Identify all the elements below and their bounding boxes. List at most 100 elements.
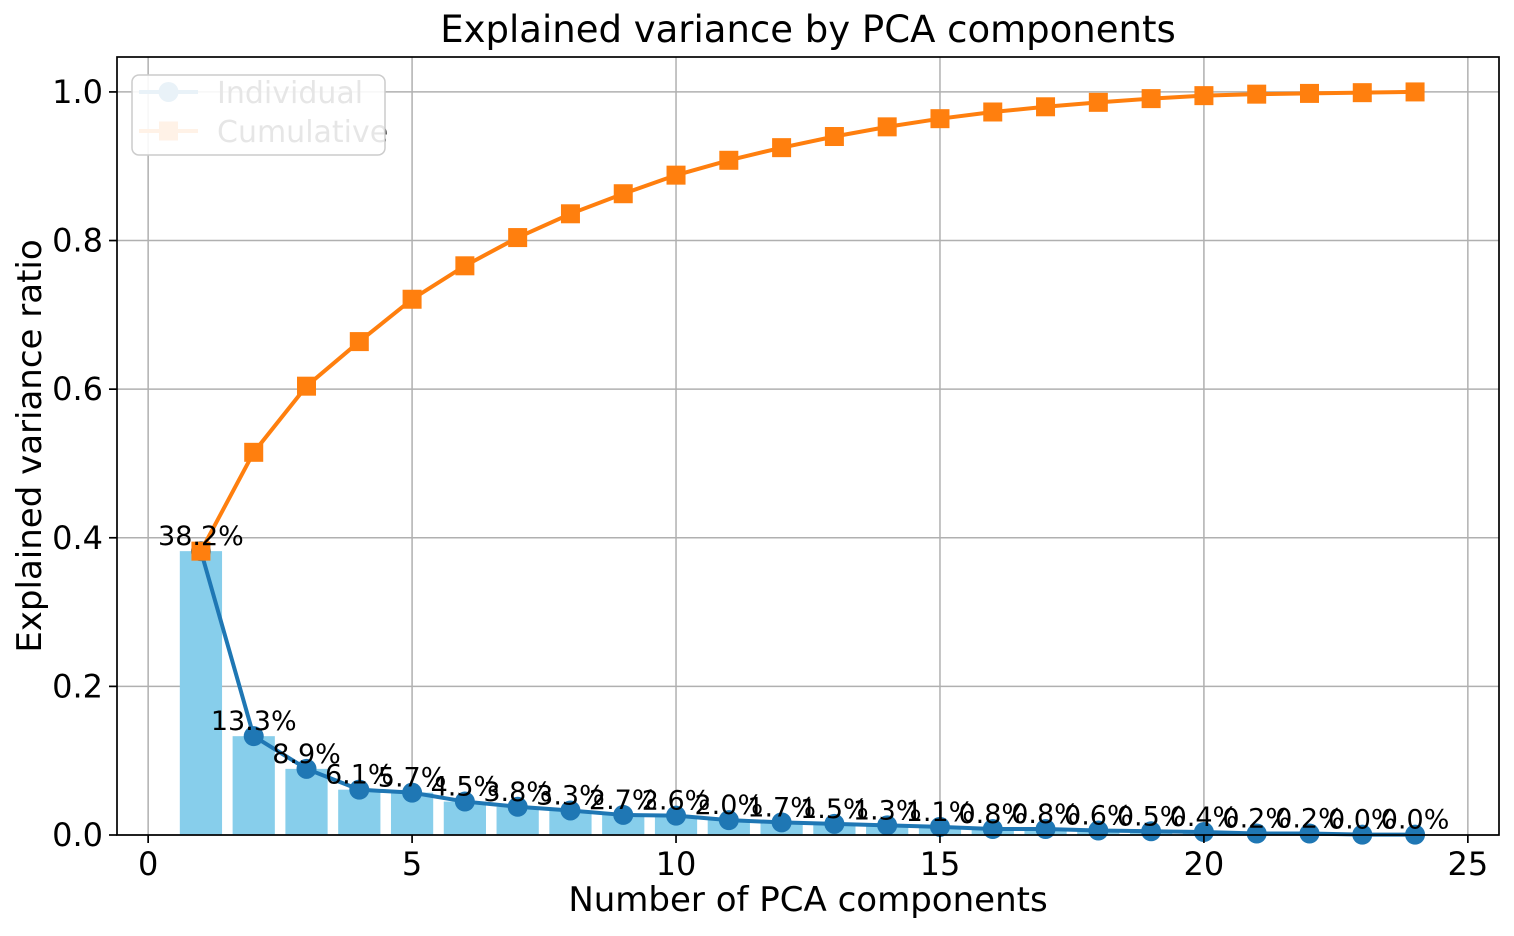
y-axis-tick-labels: 0.0 0.2 0.4 0.6 0.8 1.0 (52, 73, 103, 854)
bar-value-label: 0.5% (1117, 801, 1186, 832)
bar-value-label: 2.6% (642, 786, 711, 817)
cumulative-marker (877, 117, 897, 137)
bar-value-label: 0.8% (958, 799, 1027, 830)
individual-marker (718, 810, 739, 831)
plot-border (116, 56, 1500, 836)
cumulative-marker (930, 109, 950, 129)
individual-marker (507, 796, 528, 817)
bar-value-label: 6.1% (325, 760, 394, 791)
bar (179, 551, 223, 835)
individual-marker (1035, 819, 1056, 840)
individual-marker (771, 812, 792, 833)
individual-marker (613, 804, 634, 825)
chart-title: Explained variance by PCA components (440, 8, 1176, 51)
bar-value-label: 1.3% (853, 795, 922, 826)
bar-value-label: 4.5% (431, 772, 500, 803)
cumulative-marker (191, 541, 211, 561)
bar-value-label: 1.7% (747, 792, 816, 823)
y-axis-ticks (109, 91, 117, 836)
cumulative-marker (719, 150, 739, 170)
cumulative-marker (349, 332, 369, 352)
individual-marker (1193, 822, 1214, 843)
y-tick-label: 0.0 (52, 816, 103, 854)
x-axis-tick-labels: 0 5 10 15 20 25 (138, 845, 1488, 883)
cumulative-marker (244, 442, 264, 462)
y-tick-label: 0.4 (52, 519, 103, 557)
bar-value-label: 5.7% (378, 763, 447, 794)
cumulative-marker (560, 204, 580, 224)
individual-marker (824, 813, 845, 834)
individual-marker (982, 819, 1003, 840)
bar-value-label: 3.3% (536, 780, 605, 811)
bar-value-label: 8.9% (272, 739, 341, 770)
cumulative-marker (1088, 92, 1108, 112)
cumulative-marker (983, 102, 1003, 122)
x-tick-label: 5 (402, 845, 422, 883)
individual-marker (296, 758, 317, 779)
individual-marker (560, 800, 581, 821)
cumulative-line (199, 89, 1416, 553)
bar (285, 768, 328, 835)
individual-marker (929, 816, 950, 837)
individual-marker (666, 805, 687, 826)
cumulative-marker (297, 376, 317, 396)
bar-value-label: 1.5% (800, 794, 869, 825)
bar-value-label: 0.8% (1011, 799, 1080, 830)
cumulative-marker (613, 184, 633, 204)
cumulative-marker (508, 228, 528, 248)
bar (232, 736, 275, 835)
cumulative-series (191, 82, 1425, 561)
cumulative-marker (1299, 83, 1319, 103)
cumulative-marker (772, 138, 792, 158)
x-tick-label: 20 (1184, 845, 1225, 883)
individual-marker (1141, 821, 1162, 842)
x-tick-label: 10 (656, 845, 697, 883)
individual-marker (402, 782, 423, 803)
bar-value-label: 0.6% (1064, 801, 1133, 832)
x-tick-label: 25 (1447, 845, 1488, 883)
bar-value-label: 0.4% (1170, 802, 1239, 833)
cumulative-marker (1247, 84, 1267, 104)
individual-marker (1299, 823, 1320, 844)
individual-series (190, 541, 1426, 845)
bar-value-label: 0.2% (1275, 804, 1344, 835)
bar-value-label: 0.0% (1328, 805, 1397, 836)
y-tick-label: 0.2 (52, 667, 103, 705)
bar-value-label: 2.7% (589, 785, 658, 816)
cumulative-marker (1141, 89, 1161, 109)
cumulative-marker (666, 165, 686, 185)
bar-value-label: 2.0% (695, 790, 764, 821)
cumulative-marker (402, 289, 422, 309)
y-axis-label: Explained variance ratio (10, 239, 50, 653)
cumulative-marker (824, 127, 844, 147)
bar-value-label: 1.1% (906, 797, 975, 828)
x-axis-ticks (147, 835, 1469, 843)
bar-value-label: 38.2% (158, 521, 244, 552)
cumulative-marker (1352, 83, 1372, 103)
cumulative-marker (455, 256, 475, 276)
x-axis-label: Number of PCA components (568, 880, 1048, 920)
bar-value-labels: 38.2%13.3%8.9%6.1%5.7%4.5%3.8%3.3%2.7%2.… (158, 521, 1449, 835)
individual-marker (454, 791, 475, 812)
bar-value-label: 13.3% (211, 706, 297, 737)
bar (602, 814, 645, 835)
x-tick-label: 15 (920, 845, 961, 883)
y-tick-label: 0.6 (52, 370, 103, 408)
bar-value-label: 0.2% (1222, 804, 1291, 835)
cumulative-marker (1405, 82, 1425, 102)
x-tick-label: 0 (138, 845, 158, 883)
cumulative-marker (1194, 86, 1214, 106)
bar-value-label: 0.0% (1381, 805, 1450, 836)
bar-value-label: 3.8% (483, 777, 552, 808)
y-tick-label: 1.0 (52, 73, 103, 111)
legend-box (131, 74, 386, 156)
y-tick-label: 0.8 (52, 222, 103, 260)
individual-marker (243, 726, 264, 747)
grid (117, 57, 1499, 836)
individual-marker (349, 779, 370, 800)
cumulative-marker (1036, 97, 1056, 117)
individual-marker (877, 815, 898, 836)
individual-marker (1246, 823, 1267, 844)
